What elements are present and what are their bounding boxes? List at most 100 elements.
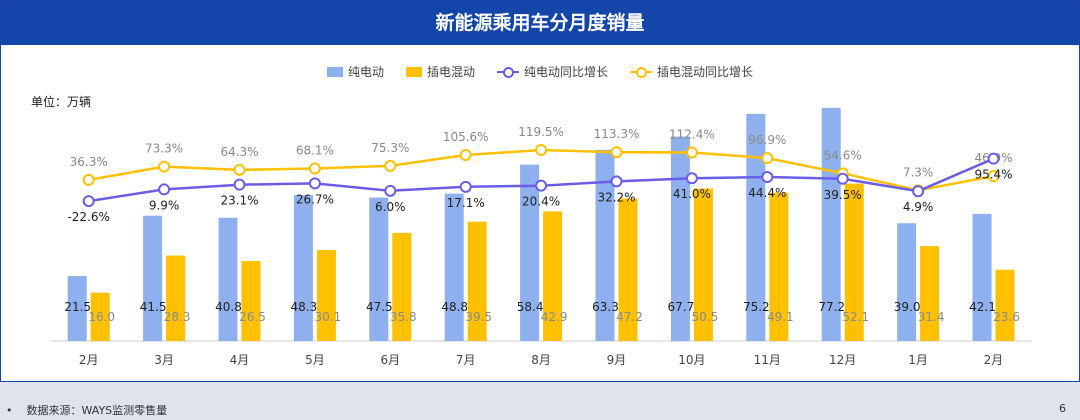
bev-growth-label: 6.0% [375, 200, 406, 214]
bev-growth-point [384, 184, 397, 197]
bar-label-phev: 16.0 [88, 310, 115, 324]
bar-label-bev: 77.2 [818, 300, 845, 314]
legend-label-phev: 插电混动 [426, 65, 475, 79]
phev-growth-label: 64.3% [220, 145, 258, 159]
bar-phev [769, 192, 789, 341]
bar-phev [844, 183, 864, 341]
phev-growth-point [535, 143, 548, 156]
bar-bev [143, 215, 163, 341]
bev-growth-label: 32.2% [597, 190, 635, 204]
phev-growth-label: 112.4% [669, 128, 715, 142]
bar-label-bev: 41.5 [140, 300, 167, 314]
legend-label-phev-growth: 插电混动同比增长 [657, 65, 754, 79]
bar-phev [995, 269, 1015, 341]
bar-label-phev: 50.5 [692, 310, 719, 324]
bev-growth-label: 17.1% [447, 196, 485, 210]
bar-label-bev: 47.5 [366, 300, 393, 314]
bar-label-phev: 52.1 [842, 310, 869, 324]
bar-bev [369, 197, 389, 341]
bar-phev [467, 221, 487, 341]
bar-bev [293, 195, 313, 341]
phev-growth-point [233, 163, 246, 176]
legend-item-phev-growth: 插电混动同比增长 [630, 63, 753, 80]
bar-phev [392, 232, 412, 341]
chart-plot: 21.516.0 2月 41.528.3 3月 40.826.5 4月 48.330.1 5月… [51, 107, 1032, 367]
bar-bev [746, 113, 766, 341]
phev-growth-point [384, 159, 397, 172]
bar-phev [90, 292, 110, 341]
x-tick-label: 11月 [754, 353, 781, 367]
x-tick-label: 12月 [829, 353, 856, 367]
bev-growth-point [761, 171, 774, 184]
bev-growth-point [685, 172, 698, 185]
phev-growth-label: 7.3% [903, 165, 934, 179]
bar-phev [693, 188, 713, 341]
bar-label-bev: 67.7 [668, 300, 695, 314]
phev-growth-point [987, 170, 1000, 183]
bev-growth-label: -22.6% [67, 210, 109, 224]
bar-bev [595, 149, 615, 341]
bev-growth-label: 39.5% [824, 188, 862, 202]
footer-source: • 数据来源：WAYS监测零售量 [6, 402, 167, 418]
x-tick-label: 10月 [678, 353, 705, 367]
x-tick-label: 3月 [154, 353, 174, 367]
bar-bev [821, 107, 841, 341]
bar-label-bev: 63.3 [592, 300, 619, 314]
bev-growth-point [158, 183, 171, 196]
phev-growth-label: 68.1% [296, 143, 334, 157]
x-tick-label: 4月 [230, 353, 250, 367]
bev-growth-label: 95.4% [974, 168, 1012, 182]
phev-growth-label: 54.6% [824, 148, 862, 162]
bev-growth-point [912, 185, 925, 198]
bar-phev [241, 260, 261, 341]
bar-label-phev: 31.4 [918, 310, 945, 324]
bev-growth-point [308, 177, 321, 190]
legend-item-phev: 插电混动 [405, 63, 475, 80]
bar-phev [920, 246, 940, 341]
bar-label-bev: 40.8 [215, 300, 242, 314]
bar-bev [972, 213, 992, 341]
bar-label-phev: 35.8 [390, 310, 417, 324]
bar-label-bev: 48.8 [441, 300, 468, 314]
chart-title: 新能源乘用车分月度销量 [1, 1, 1079, 45]
bev-growth-point [535, 179, 548, 192]
phev-growth-label: 105.6% [443, 130, 489, 144]
x-tick-label: 2月 [984, 353, 1004, 367]
phev-growth-point [459, 148, 472, 161]
legend-label-bev-growth: 纯电动同比增长 [524, 65, 609, 79]
bev-growth-point [836, 172, 849, 185]
x-tick-label: 1月 [908, 353, 928, 367]
bar-label-bev: 39.0 [894, 300, 921, 314]
phev-growth-label: 119.5% [518, 125, 564, 139]
footer-source-text: 数据来源：WAYS监测零售量 [26, 404, 168, 417]
bar-label-bev: 48.3 [291, 300, 318, 314]
bev-growth-point [987, 152, 1000, 165]
legend-swatch-phev-growth [630, 66, 653, 78]
x-tick-label: 5月 [305, 353, 325, 367]
bev-growth-label: 23.1% [220, 194, 258, 208]
legend-swatch-phev [405, 66, 422, 77]
phev-growth-point [685, 146, 698, 159]
bar-label-phev: 26.5 [239, 310, 266, 324]
phev-growth-point [610, 146, 623, 159]
bar-label-bev: 58.4 [517, 300, 544, 314]
legend-swatch-bev-growth [497, 66, 519, 78]
phev-growth-label: 113.3% [594, 127, 640, 141]
bar-label-bev: 42.1 [969, 300, 996, 314]
bar-label-bev: 21.5 [64, 300, 91, 314]
x-tick-label: 2月 [79, 353, 99, 367]
bev-growth-point [459, 180, 472, 193]
phev-growth-point [82, 173, 95, 186]
chart-legend: 纯电动 插电混动 纯电动同比增长 插电混动同比增长 [1, 63, 1079, 80]
bev-growth-point [233, 178, 246, 191]
bar-label-phev: 23.6 [993, 310, 1020, 324]
x-tick-label: 6月 [380, 353, 400, 367]
bev-growth-label: 26.7% [296, 192, 334, 206]
chart-frame: 新能源乘用车分月度销量 纯电动 插电混动 纯电动同比增长 插电混动同比增长 单位… [0, 0, 1080, 382]
phev-growth-label: 73.3% [145, 142, 183, 156]
bev-growth-label: 44.4% [748, 186, 786, 200]
page-number: 6 [1059, 402, 1066, 415]
bev-growth-label: 20.4% [522, 195, 560, 209]
bar-bev [520, 164, 540, 341]
bar-label-phev: 42.9 [541, 310, 568, 324]
